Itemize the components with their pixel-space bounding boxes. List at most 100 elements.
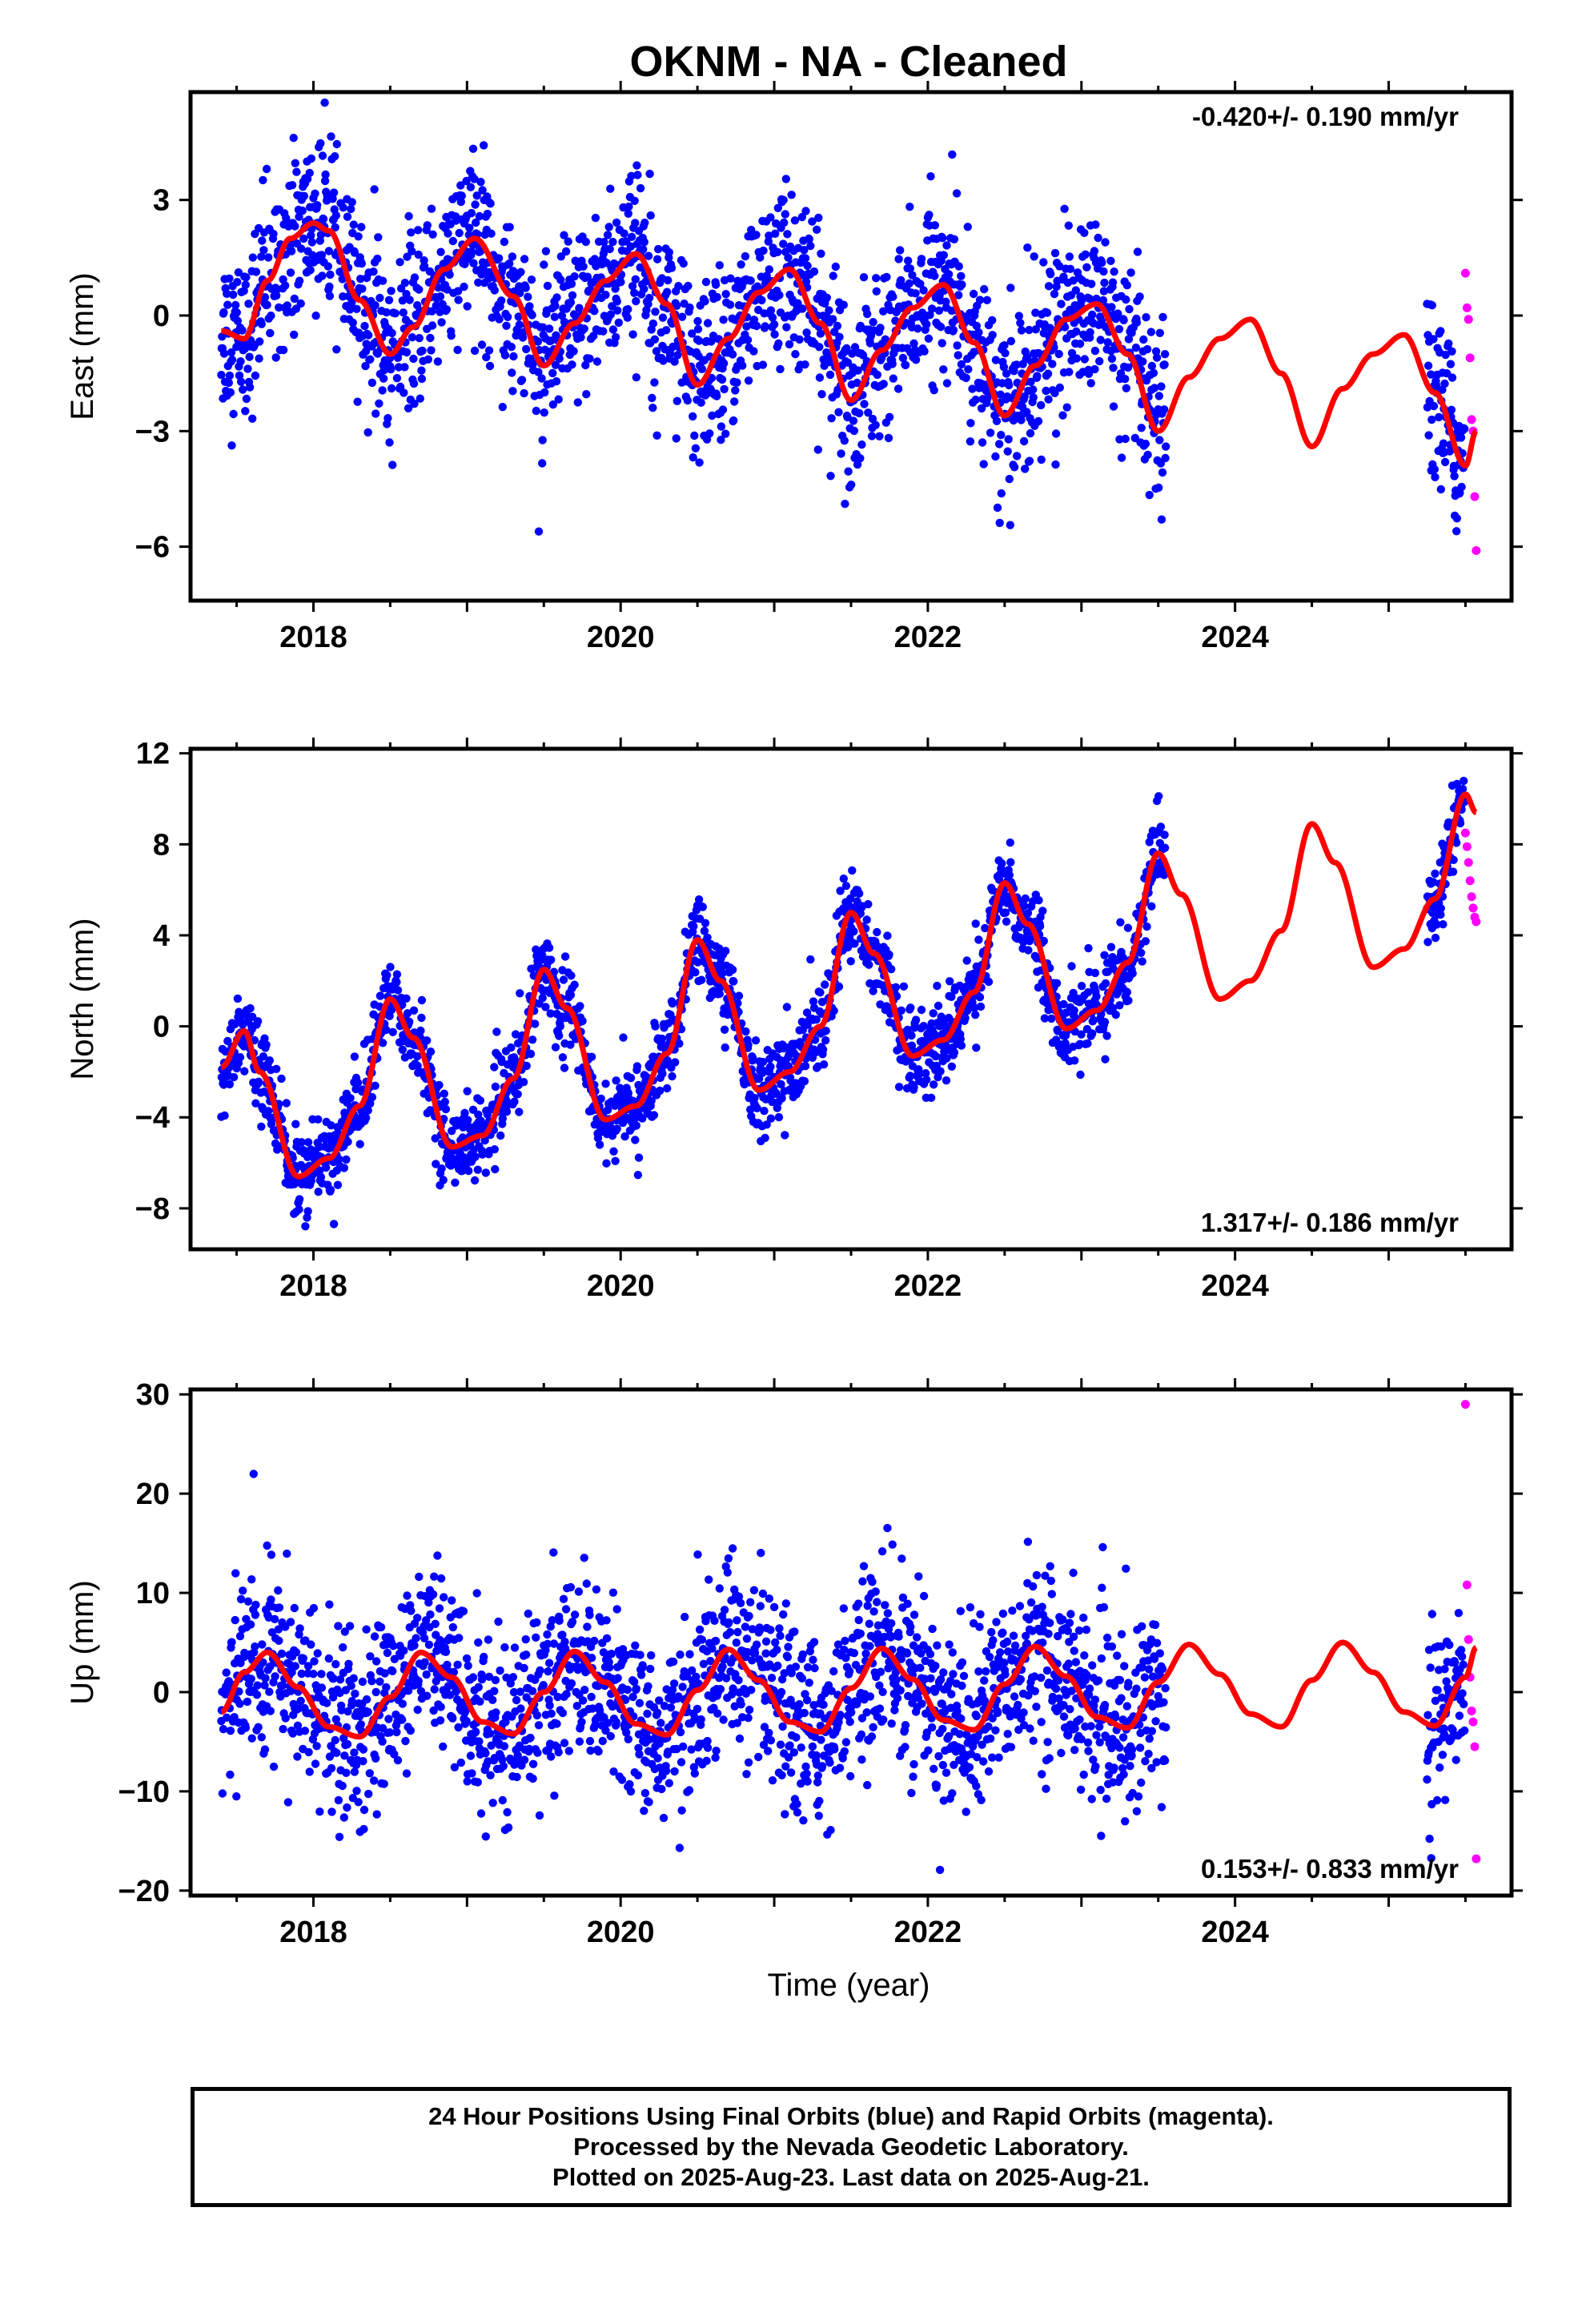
final-orbit-point [703, 933, 712, 943]
final-orbit-point [262, 1040, 271, 1049]
east-plot-area [217, 99, 1481, 555]
final-orbit-point [412, 1634, 420, 1642]
final-orbit-point [350, 1767, 359, 1776]
final-orbit-point [552, 293, 561, 302]
final-orbit-point [312, 1742, 321, 1751]
final-orbit-point [929, 1009, 938, 1018]
final-orbit-point [964, 365, 973, 374]
final-orbit-point [1150, 384, 1159, 392]
final-orbit-point [331, 1715, 340, 1724]
final-orbit-point [1059, 999, 1068, 1009]
final-orbit-point [612, 297, 621, 306]
final-orbit-point [251, 267, 261, 276]
final-orbit-point [464, 1166, 473, 1176]
final-orbit-point [632, 1062, 642, 1071]
final-orbit-point [816, 988, 825, 997]
final-orbit-point [847, 480, 856, 489]
final-orbit-point [343, 1739, 352, 1749]
final-orbit-point [289, 134, 298, 143]
final-orbit-point [515, 1108, 524, 1116]
final-orbit-point [260, 1745, 270, 1754]
final-orbit-point [1147, 361, 1157, 371]
final-orbit-point [924, 334, 934, 343]
final-orbit-point [382, 1683, 391, 1692]
final-orbit-point [576, 1002, 584, 1011]
final-orbit-point [595, 1140, 604, 1149]
final-orbit-point [766, 213, 775, 222]
final-orbit-point [506, 1679, 515, 1688]
final-orbit-point [825, 306, 833, 315]
final-orbit-point [809, 267, 819, 276]
final-orbit-point [409, 1006, 419, 1015]
final-orbit-point [1460, 776, 1468, 786]
final-orbit-point [433, 357, 443, 366]
final-orbit-point [332, 345, 341, 354]
final-orbit-point [1025, 456, 1034, 465]
final-orbit-point [619, 1033, 628, 1042]
final-orbit-point [357, 259, 366, 268]
final-orbit-point [402, 994, 411, 1003]
final-orbit-point [550, 1791, 559, 1800]
final-orbit-point [260, 1034, 269, 1043]
final-orbit-point [491, 1082, 500, 1092]
final-orbit-point [936, 1067, 945, 1076]
final-orbit-point [836, 887, 845, 895]
final-orbit-point [1006, 838, 1015, 847]
final-orbit-point [267, 312, 275, 320]
final-orbit-point [1448, 867, 1458, 876]
final-orbit-point [439, 1742, 448, 1751]
up-plot-area [217, 1400, 1481, 1875]
final-orbit-point [1037, 455, 1046, 464]
final-orbit-point [249, 1470, 258, 1478]
final-orbit-point [350, 248, 359, 257]
final-orbit-point [975, 296, 985, 304]
final-orbit-point [322, 1163, 331, 1172]
final-orbit-point [887, 965, 896, 974]
final-orbit-point [768, 1097, 777, 1107]
final-orbit-point [908, 271, 917, 279]
final-orbit-point [694, 895, 704, 904]
final-orbit-point [437, 318, 446, 327]
final-orbit-point [1006, 521, 1015, 529]
final-orbit-point [239, 385, 247, 394]
final-orbit-point [1044, 282, 1054, 291]
final-orbit-point [545, 1701, 554, 1710]
final-orbit-point [352, 1787, 361, 1795]
final-orbit-point [846, 957, 855, 966]
final-orbit-point [815, 343, 824, 352]
final-orbit-point [581, 237, 590, 247]
final-orbit-point [283, 1549, 291, 1558]
final-orbit-point [750, 1093, 759, 1103]
final-orbit-point [488, 1695, 497, 1704]
final-orbit-point [715, 944, 724, 953]
final-orbit-point [596, 1094, 605, 1104]
final-orbit-point [528, 311, 536, 320]
final-orbit-point [1431, 869, 1439, 879]
final-orbit-point [894, 1083, 904, 1092]
final-orbit-point [400, 279, 410, 287]
final-orbit-point [323, 1699, 331, 1707]
final-orbit-point [295, 1624, 304, 1633]
final-orbit-point [759, 246, 768, 255]
final-orbit-point [539, 323, 548, 332]
final-orbit-point [511, 1030, 520, 1039]
final-orbit-point [904, 256, 913, 265]
final-orbit-point [392, 374, 402, 383]
final-orbit-point [498, 1755, 507, 1764]
final-orbit-point [265, 1687, 274, 1696]
final-orbit-point [354, 1798, 363, 1807]
final-orbit-point [631, 1136, 640, 1144]
final-orbit-point [313, 1649, 322, 1658]
final-orbit-point [456, 181, 465, 190]
final-orbit-point [640, 218, 649, 227]
final-orbit-point [394, 363, 404, 372]
final-orbit-point [1014, 312, 1024, 320]
final-orbit-point [773, 247, 782, 256]
final-orbit-point [944, 270, 954, 279]
rapid-orbit-point [1467, 415, 1476, 424]
final-orbit-point [422, 1670, 431, 1679]
final-orbit-point [279, 345, 288, 355]
final-orbit-point [1452, 779, 1462, 789]
final-orbit-point [440, 1089, 448, 1098]
final-orbit-point [305, 168, 314, 178]
